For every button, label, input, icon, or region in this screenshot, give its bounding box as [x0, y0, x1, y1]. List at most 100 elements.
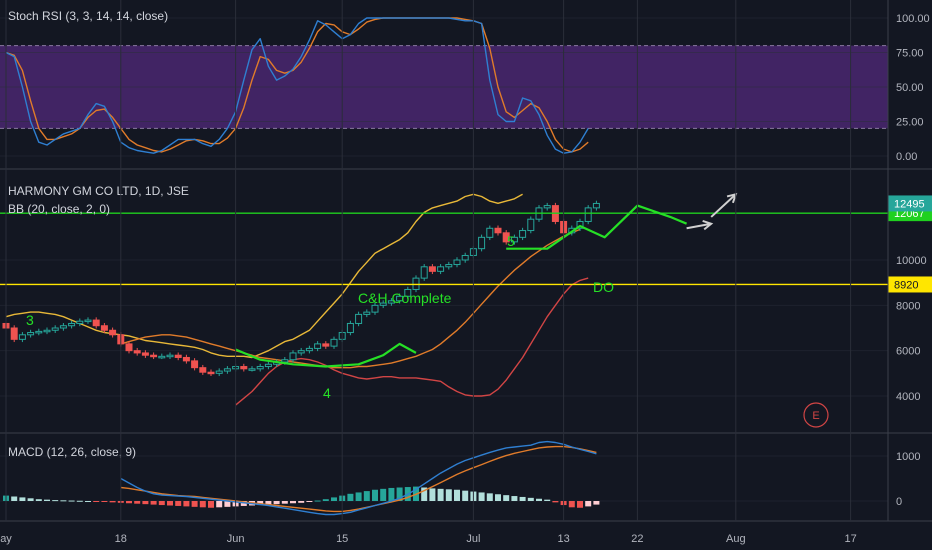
candle-body[interactable] — [379, 302, 387, 306]
macd-histogram-bar — [445, 489, 452, 501]
macd-pane[interactable]: 1000 0 — [0, 440, 920, 516]
candle-body[interactable] — [428, 266, 436, 272]
macd-histogram-bar — [593, 501, 600, 505]
macd-histogram-bar — [142, 501, 149, 505]
candle-body[interactable] — [371, 304, 379, 313]
candle-body[interactable] — [150, 354, 158, 358]
candle-body[interactable] — [199, 367, 207, 373]
candle-body[interactable] — [240, 366, 248, 370]
candle-body[interactable] — [109, 329, 117, 336]
candle-body[interactable] — [35, 330, 43, 334]
candle-body[interactable] — [18, 334, 26, 340]
stoch-rsi-pane[interactable]: 100.00 75.00 50.00 25.00 0.00 — [0, 13, 930, 163]
candle-body[interactable] — [420, 266, 428, 279]
candle-body[interactable] — [486, 227, 494, 238]
time-axis-label: Aug — [726, 533, 746, 545]
last-price-label: 12495 — [894, 198, 925, 210]
time-axis[interactable]: ay18Jun15Jul1322Aug172 — [0, 533, 932, 545]
macd-histogram-bar — [536, 498, 542, 501]
candle-body[interactable] — [174, 354, 182, 358]
macd-histogram-bar — [150, 501, 157, 505]
candle-body[interactable] — [256, 366, 264, 370]
macd-histogram-bar — [454, 489, 460, 501]
pattern-drawing — [506, 204, 688, 250]
macd-title: MACD (12, 26, close, 9) — [8, 445, 136, 459]
candle-body[interactable] — [494, 227, 502, 234]
macd-histogram-bar — [158, 501, 165, 506]
candle-body[interactable] — [68, 322, 76, 327]
candle-body[interactable] — [84, 319, 92, 323]
candle-body[interactable] — [584, 207, 592, 222]
candle-body[interactable] — [387, 300, 395, 304]
candle-body[interactable] — [363, 311, 371, 315]
candle-body[interactable] — [207, 371, 215, 375]
macd-histogram-bar — [298, 501, 305, 503]
candle-body[interactable] — [346, 322, 354, 334]
macd-histogram-bar — [199, 501, 206, 508]
candle-body[interactable] — [264, 363, 272, 368]
candle-body[interactable] — [141, 352, 149, 356]
candle-body[interactable] — [223, 368, 231, 372]
candle-body[interactable] — [461, 254, 469, 261]
projection-arrow — [686, 222, 712, 230]
time-axis-label: 13 — [557, 533, 569, 545]
time-axis-label: Jul — [466, 533, 480, 545]
candle-body[interactable] — [437, 266, 445, 272]
candle-body[interactable] — [125, 343, 133, 352]
candle-body[interactable] — [133, 350, 141, 354]
candle-body[interactable] — [191, 360, 199, 369]
candle-body[interactable] — [453, 259, 461, 266]
candle-body[interactable] — [576, 220, 584, 229]
macd-histogram-bar — [347, 493, 354, 501]
candle-body[interactable] — [182, 356, 190, 362]
macd-histogram-bar — [388, 487, 395, 501]
bb-upper-line — [5, 193, 523, 359]
price-tick-label: 6000 — [896, 346, 920, 358]
macd-histogram-bar — [568, 501, 575, 508]
candle-body[interactable] — [592, 202, 600, 209]
candle-body[interactable] — [92, 319, 100, 327]
candle-body[interactable] — [215, 370, 223, 374]
candle-body[interactable] — [100, 325, 108, 331]
candle-body[interactable] — [158, 355, 166, 359]
candle-body[interactable] — [27, 332, 35, 336]
candle-body[interactable] — [281, 359, 289, 363]
support-level-label: 8920 — [894, 279, 918, 291]
time-axis-label: Jun — [227, 533, 245, 545]
candle-body[interactable] — [314, 343, 322, 349]
candle-body[interactable] — [51, 327, 59, 331]
candle-body[interactable] — [502, 232, 510, 243]
candle-body[interactable] — [519, 230, 527, 238]
candle-body[interactable] — [297, 350, 305, 354]
candle-body[interactable] — [396, 295, 404, 302]
candle-body[interactable] — [527, 218, 535, 232]
symbol-title: HARMONY GM CO LTD, 1D, JSE — [8, 184, 189, 198]
candle-body[interactable] — [330, 338, 338, 347]
wave-label-5: 5 — [507, 233, 515, 249]
earnings-marker[interactable] — [803, 402, 829, 428]
ch-complete-label: C&H Complete — [358, 290, 452, 306]
candle-body[interactable] — [305, 347, 313, 352]
candle-body[interactable] — [404, 288, 412, 297]
candle-body[interactable] — [10, 327, 18, 340]
time-axis-label: 15 — [336, 533, 348, 545]
candle-body[interactable] — [510, 236, 518, 243]
candle-body[interactable] — [76, 320, 84, 324]
candle-body[interactable] — [59, 325, 67, 329]
macd-histogram-bar — [19, 497, 26, 501]
macd-histogram-bar — [478, 492, 485, 501]
candle-body[interactable] — [445, 264, 453, 268]
candle-body[interactable] — [289, 352, 297, 361]
macd-histogram-bar — [322, 499, 329, 501]
macd-histogram-bar — [126, 501, 132, 504]
candle-body[interactable] — [322, 343, 330, 347]
candle-body[interactable] — [543, 205, 551, 209]
candle-body[interactable] — [248, 368, 256, 371]
macd-histogram-bar — [314, 500, 321, 502]
candle-body[interactable] — [355, 313, 363, 324]
candle-body[interactable] — [478, 236, 486, 250]
macd-histogram-bar — [355, 492, 362, 501]
candle-body[interactable] — [43, 329, 51, 333]
candle-body[interactable] — [166, 354, 174, 358]
